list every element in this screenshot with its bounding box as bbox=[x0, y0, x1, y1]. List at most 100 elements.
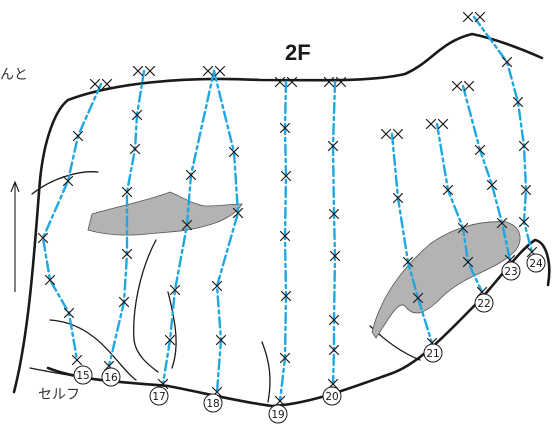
bolt-x-icon bbox=[121, 248, 133, 260]
floor-label: 2F bbox=[285, 40, 311, 65]
bolt-x-icon bbox=[486, 179, 498, 191]
route-line-17[interactable] bbox=[212, 69, 240, 394]
route-number-circle bbox=[526, 253, 546, 273]
anchor-x-icon bbox=[89, 78, 101, 90]
wall-feature bbox=[261, 341, 271, 403]
route-number-24[interactable]: 24 bbox=[526, 253, 546, 273]
wall-feature bbox=[31, 171, 99, 195]
anchor-x-icon bbox=[463, 80, 475, 92]
route-number-label: 21 bbox=[426, 348, 439, 360]
route-number-label: 23 bbox=[504, 266, 517, 278]
route-number-circle bbox=[73, 365, 93, 385]
wall-outline bbox=[12, 32, 544, 394]
bolt-x-icon bbox=[518, 140, 530, 152]
route-number-circle bbox=[322, 386, 342, 406]
wall-feature bbox=[167, 291, 177, 369]
route-number-15[interactable]: 15 bbox=[73, 365, 93, 385]
anchor-x-icon bbox=[202, 65, 214, 77]
hold-volume-right bbox=[371, 221, 521, 339]
route-number-label: 17 bbox=[152, 391, 165, 403]
route-number-label: 19 bbox=[271, 409, 284, 421]
bolt-x-icon bbox=[392, 192, 404, 204]
route-number-18[interactable]: 18 bbox=[203, 393, 223, 413]
route-number-22[interactable]: 22 bbox=[474, 293, 494, 313]
anchor-x-icon bbox=[132, 65, 144, 77]
bolt-x-icon bbox=[215, 334, 227, 346]
bolt-x-icon bbox=[37, 232, 49, 244]
route-number-circle bbox=[474, 293, 494, 313]
bolt-x-icon bbox=[63, 307, 75, 319]
route-number-21[interactable]: 21 bbox=[423, 343, 443, 363]
bolt-x-icon bbox=[518, 216, 530, 228]
route-number-label: 18 bbox=[206, 398, 219, 410]
bolt-x-icon bbox=[211, 280, 223, 292]
anchor-x-icon bbox=[462, 11, 474, 23]
bolt-x-icon bbox=[474, 144, 486, 156]
bolt-x-icon bbox=[328, 208, 340, 220]
route-number-circle bbox=[268, 404, 288, 424]
route-number-23[interactable]: 23 bbox=[501, 261, 521, 281]
bolt-x-icon bbox=[185, 169, 197, 181]
route-line-24[interactable] bbox=[472, 15, 534, 254]
bolt-x-icon bbox=[131, 109, 143, 121]
bolt-x-icon bbox=[501, 56, 513, 68]
route-line-18[interactable] bbox=[161, 69, 216, 386]
anchor-x-icon bbox=[437, 118, 449, 130]
route-number-20[interactable]: 20 bbox=[322, 386, 342, 406]
bolt-x-icon bbox=[457, 222, 469, 234]
bolt-x-icon bbox=[232, 207, 244, 219]
bolt-x-icon bbox=[72, 130, 84, 142]
bolt-x-icon bbox=[71, 354, 83, 366]
bolt-x-icon bbox=[442, 184, 454, 196]
bolt-x-icon bbox=[44, 274, 56, 286]
bolt-x-icon bbox=[164, 334, 176, 346]
bolt-x-icon bbox=[402, 256, 414, 268]
bolt-x-icon bbox=[280, 170, 292, 182]
anchor-x-icon bbox=[425, 118, 437, 130]
wall-feature bbox=[133, 239, 159, 373]
route-number-label: 20 bbox=[325, 391, 338, 403]
anchor-x-icon bbox=[380, 128, 392, 140]
self-label: セルフ bbox=[38, 387, 80, 403]
route-number-label: 22 bbox=[477, 298, 490, 310]
bolt-x-icon bbox=[496, 217, 508, 229]
bolt-x-icon bbox=[512, 96, 524, 108]
bolt-x-icon bbox=[412, 292, 424, 304]
anchor-x-icon bbox=[286, 76, 298, 88]
bolt-x-icon bbox=[279, 122, 291, 134]
route-line-20[interactable] bbox=[331, 80, 337, 386]
bolt-x-icon bbox=[329, 250, 341, 262]
bolt-x-icon bbox=[274, 395, 286, 407]
anchor-x-icon bbox=[335, 76, 347, 88]
route-number-17[interactable]: 17 bbox=[149, 386, 169, 406]
bolt-x-icon bbox=[62, 175, 74, 187]
bolt-x-icon bbox=[520, 184, 532, 196]
bolt-x-icon bbox=[279, 352, 291, 364]
route-number-16[interactable]: 16 bbox=[101, 367, 121, 387]
route-number-19[interactable]: 19 bbox=[268, 404, 288, 424]
bolt-x-icon bbox=[327, 140, 339, 152]
anchor-x-icon bbox=[101, 78, 113, 90]
route-number-circle bbox=[149, 386, 169, 406]
route-number-circle bbox=[423, 343, 443, 363]
anchor-x-icon bbox=[274, 76, 286, 88]
route-line-23[interactable] bbox=[461, 84, 512, 262]
route-number-circle bbox=[501, 261, 521, 281]
hold-volume-left bbox=[87, 191, 243, 236]
bolt-x-icon bbox=[462, 256, 474, 268]
anchor-x-icon bbox=[474, 11, 486, 23]
bolt-x-icon bbox=[228, 146, 240, 158]
route-number-circle bbox=[101, 367, 121, 387]
anchor-x-icon bbox=[144, 65, 156, 77]
route-number-label: 24 bbox=[529, 258, 543, 270]
bolt-x-icon bbox=[118, 296, 130, 308]
anchor-x-icon bbox=[323, 76, 335, 88]
arrowhead-icon bbox=[10, 180, 20, 193]
anchor-marks bbox=[89, 11, 486, 140]
bolt-x-icon bbox=[129, 143, 141, 155]
top-left-text: んと bbox=[0, 67, 28, 83]
route-number-circle bbox=[203, 393, 223, 413]
anchor-x-icon bbox=[451, 80, 463, 92]
anchor-x-icon bbox=[392, 128, 404, 140]
